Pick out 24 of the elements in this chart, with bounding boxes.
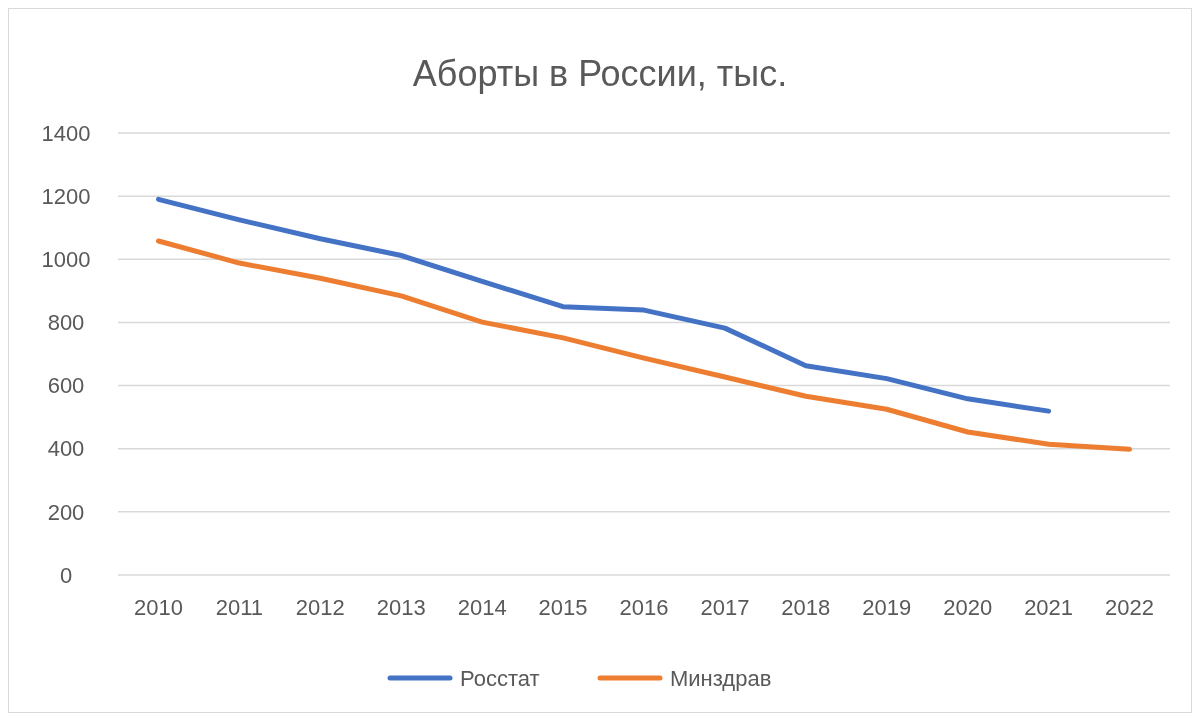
chart-title: Аборты в России, тыс. <box>412 53 788 94</box>
x-tick-label: 2013 <box>376 595 426 620</box>
legend-label: Минздрав <box>670 665 772 691</box>
x-tick-label: 2010 <box>133 595 183 620</box>
y-tick-label: 1200 <box>41 183 91 209</box>
y-tick-label: 600 <box>47 373 85 399</box>
x-tick-label: 2017 <box>700 595 750 620</box>
x-tick-label: 2018 <box>781 595 831 620</box>
y-tick-label: 200 <box>47 499 85 525</box>
legend-label: Росстат <box>460 665 540 691</box>
x-tick-label: 2015 <box>538 595 588 620</box>
x-tick-label: 2012 <box>295 595 345 620</box>
y-tick-label: 800 <box>47 310 85 336</box>
y-tick-label: 1000 <box>41 246 91 272</box>
y-tick-label: 400 <box>47 436 85 462</box>
x-tick-label: 2022 <box>1105 595 1155 620</box>
x-tick-label: 2019 <box>862 595 912 620</box>
y-tick-label: 1400 <box>41 120 91 146</box>
x-tick-label: 2016 <box>619 595 669 620</box>
x-tick-label: 2014 <box>457 595 507 620</box>
x-tick-label: 2020 <box>943 595 993 620</box>
x-tick-label: 2011 <box>215 595 264 620</box>
x-tick-label: 2021 <box>1024 595 1074 620</box>
y-tick-label: 0 <box>59 562 73 588</box>
